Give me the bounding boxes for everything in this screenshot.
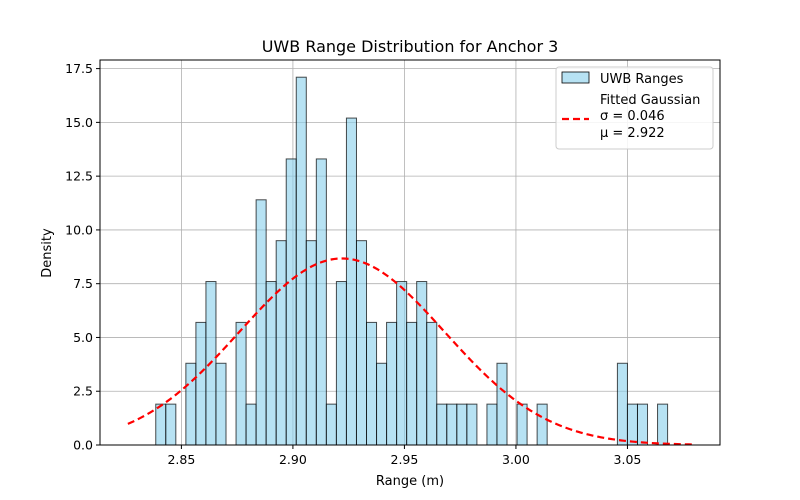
histogram-bar-8 (235, 321, 247, 446)
histogram-bar-50 (657, 403, 669, 446)
histogram-bar-31 (466, 403, 478, 446)
histogram-bar-27 (426, 321, 438, 446)
legend-label-histogram: UWB Ranges (600, 72, 684, 87)
histogram-bar-19 (345, 117, 357, 446)
histogram-bar-23 (386, 321, 398, 446)
histogram-bar-38 (536, 403, 548, 446)
histogram-bar-30 (456, 403, 468, 446)
histogram-bar-34 (496, 362, 508, 446)
histogram-bar-48 (636, 403, 649, 446)
plot-frame (99, 59, 721, 446)
histogram-bar-6 (215, 362, 227, 446)
histogram-bar-22 (376, 362, 388, 446)
histogram-bar-33 (486, 403, 498, 446)
y-axis-ticks: 0.0 2.5 5.0 7.5 10.0 12.5 15.0 17.5 (65, 61, 100, 453)
histogram-bar-26 (416, 281, 428, 446)
histogram-bar-16 (315, 158, 327, 446)
legend-label-mu: μ = 2.922 (600, 126, 665, 141)
x-axis-label: Range (m) (376, 474, 444, 489)
gaussian-curve (127, 257, 695, 446)
chart-title: UWB Range Distribution for Anchor 3 (262, 37, 559, 56)
x-axis-ticks: 2.85 2.90 2.95 3.00 3.05 (167, 445, 641, 467)
histogram-bar-9 (245, 403, 257, 446)
histogram-bar-13 (285, 158, 297, 446)
histogram-bar-21 (366, 321, 378, 446)
y-tick-label-7: 17.5 (65, 61, 93, 76)
y-tick-label-3: 7.5 (73, 276, 93, 291)
legend-box (555, 66, 714, 150)
y-tick-label-0: 0.0 (73, 438, 93, 453)
histogram-bar-25 (406, 321, 418, 446)
histogram-bar-20 (355, 240, 368, 446)
histogram-bar-4 (195, 321, 207, 446)
x-tick-label-4: 3.05 (614, 452, 642, 467)
histogram-bar-18 (335, 281, 347, 446)
y-tick-label-6: 15.0 (65, 115, 93, 130)
histogram-bar-36 (516, 403, 528, 446)
histogram-bar-15 (305, 240, 317, 446)
histogram-bar-17 (325, 403, 337, 446)
histogram-bar-46 (616, 362, 628, 446)
histogram-bar-11 (265, 281, 277, 446)
y-tick-label-4: 10.0 (65, 222, 93, 237)
histogram-bar-29 (446, 403, 458, 446)
histogram-bar-28 (436, 403, 448, 446)
legend-label-gaussian: Fitted Gaussian (600, 93, 700, 108)
histogram-bar-1 (165, 403, 177, 446)
histogram-bar-0 (155, 403, 167, 446)
histogram-bar-14 (295, 76, 307, 446)
legend: UWB Ranges Fitted Gaussian σ = 0.046 μ =… (555, 66, 714, 150)
histogram-bar-47 (626, 403, 638, 446)
y-tick-label-5: 12.5 (65, 169, 93, 184)
x-tick-label-0: 2.85 (167, 452, 195, 467)
x-tick-label-3: 3.00 (502, 452, 530, 467)
legend-swatch-histogram (561, 71, 590, 84)
histogram-bar-24 (396, 281, 408, 446)
y-tick-label-2: 5.0 (73, 330, 93, 345)
y-axis-label: Density (40, 228, 55, 278)
histogram-bar-12 (275, 240, 287, 446)
legend-label-sigma: σ = 0.046 (600, 109, 665, 124)
histogram-bar-10 (255, 199, 267, 446)
histogram-bar-3 (185, 362, 197, 446)
x-tick-label-2: 2.95 (391, 452, 419, 467)
x-tick-label-1: 2.90 (279, 452, 307, 467)
y-tick-label-1: 2.5 (73, 384, 93, 399)
